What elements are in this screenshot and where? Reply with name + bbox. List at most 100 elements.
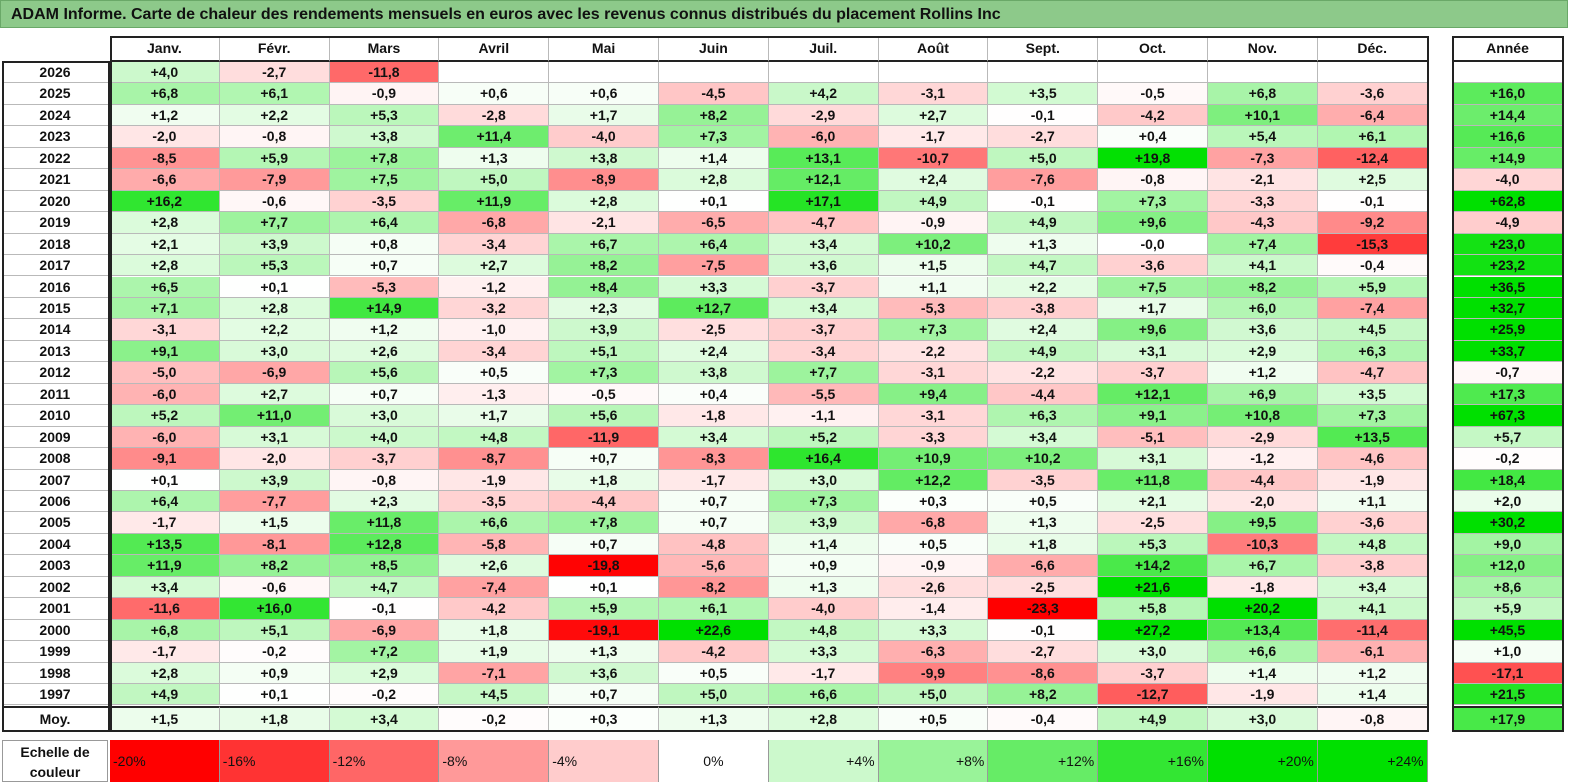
heatmap-cell: +13,1 (768, 147, 879, 170)
color-scale-swatch: +20% (1208, 740, 1318, 782)
heatmap-cell: +7,3 (549, 362, 659, 384)
annual-cell: +12,0 (1452, 555, 1564, 577)
heatmap-cell: +0,7 (329, 255, 440, 277)
heatmap-cell (768, 62, 879, 84)
year-label: 2024 (2, 104, 110, 127)
heatmap-cell: +1,8 (439, 619, 550, 642)
average-cell: +3,0 (1208, 705, 1318, 732)
annual-average-cell: +17,9 (1452, 705, 1564, 732)
heatmap-cell: +6,9 (1208, 383, 1318, 406)
heatmap-cell: +7,5 (1098, 276, 1208, 298)
heatmap-cell: +1,5 (878, 255, 989, 277)
month-header: Oct. (1098, 36, 1208, 62)
year-label: 2009 (2, 426, 110, 449)
heatmap-cell: +1,3 (768, 576, 879, 599)
heatmap-cell: +11,9 (439, 190, 550, 213)
heatmap-cell: +0,4 (659, 383, 769, 406)
heatmap-cell: +1,1 (1317, 491, 1428, 513)
color-scale-swatch: 0% (659, 740, 769, 782)
heatmap-cell: +3,5 (1317, 383, 1428, 406)
heatmap-cell: +5,3 (1098, 533, 1208, 556)
heatmap-cell: -3,5 (439, 491, 550, 513)
month-header: Déc. (1317, 36, 1428, 62)
month-header: Avril (439, 36, 550, 62)
heatmap-cell: +8,5 (329, 555, 440, 577)
year-total-header: Année (1452, 36, 1564, 62)
heatmap-cell: -6,8 (439, 212, 550, 234)
heatmap-cell: -0,8 (329, 469, 440, 491)
heatmap-cell: +12,1 (1098, 383, 1208, 406)
color-scale-label-line2: couleur (29, 764, 81, 780)
heatmap-cell: +4,7 (329, 576, 440, 599)
heatmap-cell: -2,5 (1098, 512, 1208, 534)
heatmap-cell: +16,2 (110, 190, 220, 213)
heatmap-cell: -0,1 (329, 598, 440, 620)
heatmap-cell: -11,4 (1317, 619, 1428, 642)
heatmap-cell: +6,3 (1317, 340, 1428, 363)
heatmap-cell: -5,3 (878, 297, 989, 320)
heatmap-cell: +10,2 (878, 233, 989, 256)
heatmap-cell: -3,8 (1317, 555, 1428, 577)
heatmap-cell: +1,8 (549, 469, 659, 491)
heatmap-cell: +3,4 (110, 576, 220, 599)
heatmap-cell: -8,5 (110, 147, 220, 170)
heatmap-cell: -5,5 (768, 383, 879, 406)
heatmap-cell: +1,4 (659, 147, 769, 170)
heatmap-cell: +4,0 (329, 426, 440, 449)
heatmap-cell: -2,6 (878, 576, 989, 599)
heatmap-cell: +7,3 (1317, 405, 1428, 427)
annual-cell: +14,9 (1452, 147, 1564, 170)
heatmap-cell: -1,3 (439, 383, 550, 406)
heatmap-cell: -6,4 (1317, 104, 1428, 127)
average-cell: +4,9 (1098, 705, 1208, 732)
heatmap-cell: +0,7 (549, 533, 659, 556)
year-label: 2002 (2, 576, 110, 599)
heatmap-cell: +2,3 (549, 297, 659, 320)
heatmap-cell: -3,7 (768, 276, 879, 298)
heatmap-cell: -0,9 (329, 83, 440, 105)
heatmap-cell: +4,0 (110, 62, 220, 84)
heatmap-cell: -15,3 (1317, 233, 1428, 256)
heatmap-cell: +12,7 (659, 297, 769, 320)
heatmap-cell: +1,2 (1208, 362, 1318, 384)
heatmap-cell: +1,4 (1208, 662, 1318, 685)
year-label: 1998 (2, 662, 110, 685)
year-label: 2014 (2, 319, 110, 341)
heatmap-cell: -1,9 (1208, 684, 1318, 706)
year-label: 2006 (2, 491, 110, 513)
heatmap-cell: -1,9 (439, 469, 550, 491)
heatmap-cell: +4,7 (988, 255, 1099, 277)
heatmap-cell: -0,8 (1098, 169, 1208, 191)
heatmap-cell (659, 62, 769, 84)
heatmap-cell: +6,6 (1208, 641, 1318, 663)
heatmap-cell: +2,3 (329, 491, 440, 513)
heatmap-cell: +7,3 (768, 491, 879, 513)
heatmap-cell: +3,9 (219, 233, 330, 256)
heatmap-cell: +3,4 (1317, 576, 1428, 599)
heatmap-cell: +1,5 (219, 512, 330, 534)
color-scale-swatch: -20% (110, 740, 220, 782)
heatmap-cell: +5,0 (439, 169, 550, 191)
heatmap-cell: +6,1 (1317, 126, 1428, 148)
heatmap-cell: +2,2 (988, 276, 1099, 298)
heatmap-cell: +8,2 (549, 255, 659, 277)
month-header: Févr. (219, 36, 330, 62)
heatmap-cell: +20,2 (1208, 598, 1318, 620)
heatmap-cell: -3,3 (878, 426, 989, 449)
heatmap-cell: -9,2 (1317, 212, 1428, 234)
month-header: Juin (659, 36, 769, 62)
average-label: Moy. (2, 705, 110, 732)
heatmap-cell: +8,2 (659, 104, 769, 127)
heatmap-cell: +10,9 (878, 448, 989, 470)
heatmap-cell: +2,8 (659, 169, 769, 191)
heatmap-cell: +13,4 (1208, 619, 1318, 642)
heatmap-cell: +10,8 (1208, 405, 1318, 427)
heatmap-cell: +12,2 (878, 469, 989, 491)
heatmap-cell: -3,4 (439, 233, 550, 256)
heatmap-cell: +6,6 (768, 684, 879, 706)
heatmap-cell: +6,4 (110, 491, 220, 513)
heatmap-cell: +0,7 (659, 512, 769, 534)
average-cell: -0,8 (1317, 705, 1428, 732)
heatmap-cell: +3,6 (1208, 319, 1318, 341)
year-label: 2026 (2, 62, 110, 84)
